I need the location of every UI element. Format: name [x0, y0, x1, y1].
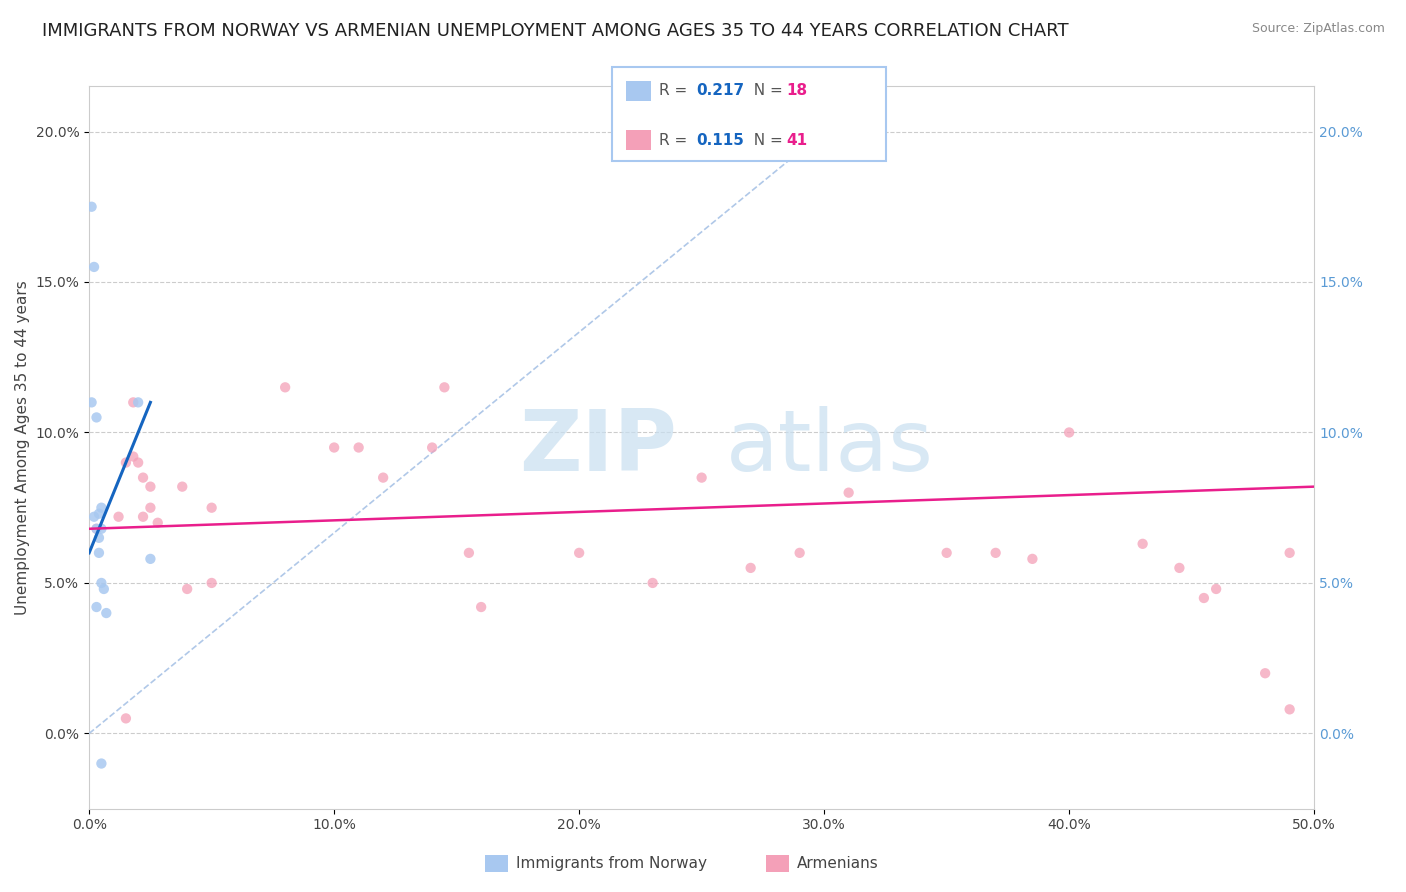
Point [789, 546, 811, 560]
Point [80, 395, 103, 409]
Point [1192, 591, 1215, 605]
Point [139, 552, 162, 566]
Text: ZIP: ZIP [519, 406, 678, 489]
Point [87, 531, 110, 545]
Point [420, 441, 443, 455]
Point [96, 606, 118, 620]
Point [1205, 582, 1227, 596]
Point [86, 522, 108, 536]
Point [1168, 561, 1191, 575]
Point [1278, 702, 1301, 716]
Point [457, 546, 479, 560]
Point [984, 546, 1007, 560]
Point [433, 380, 456, 394]
Point [87, 507, 110, 521]
Point [90, 522, 112, 536]
Text: 18: 18 [786, 84, 807, 98]
Point [127, 395, 149, 409]
Text: N =: N = [744, 84, 787, 98]
Point [90, 500, 112, 515]
Point [127, 456, 149, 470]
Point [1021, 552, 1043, 566]
Point [80, 200, 103, 214]
Point [470, 600, 492, 615]
Point [568, 546, 591, 560]
Point [146, 516, 169, 530]
Point [122, 450, 145, 464]
Point [139, 480, 162, 494]
Text: atlas: atlas [725, 406, 934, 489]
Point [86, 522, 108, 536]
Point [1132, 537, 1154, 551]
Text: N =: N = [744, 133, 787, 147]
Point [201, 576, 224, 591]
Point [83, 509, 105, 524]
Point [690, 470, 713, 484]
Text: Immigrants from Norway: Immigrants from Norway [516, 856, 707, 871]
Y-axis label: Unemployment Among Ages 35 to 44 years: Unemployment Among Ages 35 to 44 years [15, 280, 30, 615]
Text: 0.115: 0.115 [696, 133, 744, 147]
Point [90, 576, 112, 591]
Text: Armenians: Armenians [797, 856, 879, 871]
Text: R =: R = [659, 84, 693, 98]
Point [107, 509, 129, 524]
Point [86, 410, 108, 425]
Point [274, 380, 297, 394]
Point [1254, 666, 1277, 681]
Point [132, 509, 155, 524]
Point [115, 711, 138, 725]
Point [122, 395, 145, 409]
Point [201, 500, 224, 515]
Text: R =: R = [659, 133, 693, 147]
Point [172, 480, 194, 494]
Point [83, 260, 105, 274]
Point [1278, 546, 1301, 560]
Point [115, 456, 138, 470]
Point [935, 546, 957, 560]
Point [641, 576, 664, 591]
Point [176, 582, 198, 596]
Text: 41: 41 [786, 133, 807, 147]
Point [323, 441, 346, 455]
Point [838, 485, 860, 500]
Point [90, 756, 112, 771]
Point [347, 441, 370, 455]
Point [373, 470, 395, 484]
Point [93, 582, 115, 596]
Point [740, 561, 762, 575]
Text: Source: ZipAtlas.com: Source: ZipAtlas.com [1251, 22, 1385, 36]
Point [86, 600, 108, 615]
Point [1057, 425, 1080, 440]
Point [139, 500, 162, 515]
Point [87, 546, 110, 560]
Text: 0.217: 0.217 [696, 84, 744, 98]
Point [132, 470, 155, 484]
Text: IMMIGRANTS FROM NORWAY VS ARMENIAN UNEMPLOYMENT AMONG AGES 35 TO 44 YEARS CORREL: IMMIGRANTS FROM NORWAY VS ARMENIAN UNEMP… [42, 22, 1069, 40]
